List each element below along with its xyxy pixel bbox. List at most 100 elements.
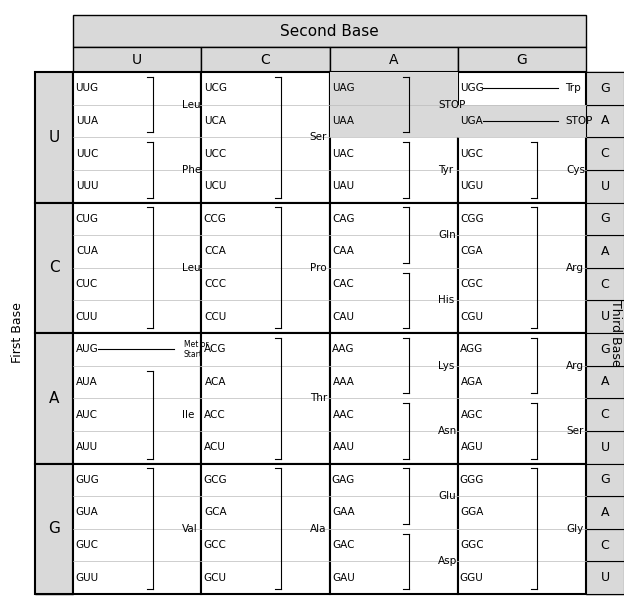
Text: GCG: GCG [203, 475, 227, 485]
Text: Glu: Glu [438, 491, 456, 501]
Text: UCG: UCG [204, 83, 227, 93]
Text: STOP: STOP [438, 99, 466, 110]
Text: GAA: GAA [332, 507, 355, 518]
Text: UUU: UUU [76, 181, 98, 191]
Text: C: C [601, 408, 610, 421]
Text: AUU: AUU [76, 442, 98, 452]
Text: GUC: GUC [76, 540, 99, 550]
Text: AGU: AGU [461, 442, 483, 452]
Text: U: U [600, 441, 610, 453]
Bar [35, 464, 73, 594]
Text: UCA: UCA [204, 116, 227, 126]
Text: G: G [600, 343, 610, 356]
Text: UAG: UAG [332, 83, 355, 93]
Text: GUG: GUG [75, 475, 99, 485]
Bar [73, 47, 202, 72]
Text: Gly: Gly [567, 524, 583, 534]
Text: AGG: AGG [460, 344, 484, 355]
Bar [35, 72, 73, 594]
Text: Leu: Leu [182, 263, 200, 273]
Bar [202, 202, 329, 333]
Bar [73, 72, 202, 202]
Text: GAG: GAG [332, 475, 355, 485]
Text: UAU: UAU [333, 181, 354, 191]
Text: Tyr: Tyr [438, 165, 453, 175]
Text: ACA: ACA [205, 377, 226, 387]
Bar [329, 105, 458, 137]
Bar [586, 496, 624, 529]
Text: Arg: Arg [567, 361, 584, 371]
Bar [329, 202, 458, 333]
Text: Trp: Trp [565, 83, 581, 93]
Bar [202, 464, 329, 594]
Text: C: C [49, 260, 59, 276]
Text: Ser: Ser [310, 132, 327, 142]
Text: GGU: GGU [460, 573, 484, 583]
Text: CUA: CUA [76, 246, 98, 256]
Text: CGG: CGG [460, 214, 484, 224]
Text: GGG: GGG [459, 475, 484, 485]
Bar [73, 333, 202, 464]
Text: UGU: UGU [460, 181, 484, 191]
Text: CAC: CAC [333, 279, 354, 289]
Text: Cys: Cys [567, 165, 585, 175]
Text: UGC: UGC [461, 149, 483, 159]
Text: CCU: CCU [204, 311, 227, 322]
Text: CAA: CAA [333, 246, 354, 256]
Bar [202, 47, 329, 72]
Text: GUA: GUA [76, 507, 99, 518]
Text: Second Base: Second Base [280, 23, 379, 38]
Text: G: G [600, 473, 610, 486]
Bar [329, 464, 458, 594]
Text: CCG: CCG [204, 214, 227, 224]
Text: AAU: AAU [333, 442, 354, 452]
Text: G: G [48, 521, 60, 536]
Bar [73, 202, 202, 333]
Text: AAA: AAA [333, 377, 354, 387]
Text: A: A [389, 53, 398, 66]
Text: G: G [600, 82, 610, 95]
Text: U: U [600, 180, 610, 193]
Bar [586, 398, 624, 431]
Text: STOP: STOP [565, 116, 593, 126]
Bar [586, 431, 624, 464]
Text: A: A [601, 245, 609, 258]
Text: A: A [601, 114, 609, 128]
Text: GCU: GCU [204, 573, 227, 583]
Text: UCU: UCU [204, 181, 227, 191]
Text: GAC: GAC [332, 540, 355, 550]
Bar [202, 333, 329, 464]
Text: UAA: UAA [333, 116, 354, 126]
Text: CCA: CCA [204, 246, 226, 256]
Text: C: C [601, 539, 610, 552]
Text: Phe: Phe [182, 165, 201, 175]
Text: Pro: Pro [310, 263, 326, 273]
Text: GUU: GUU [76, 573, 99, 583]
Text: Gln: Gln [438, 230, 456, 240]
Text: ACU: ACU [204, 442, 226, 452]
Bar [586, 235, 624, 268]
Bar [586, 333, 624, 365]
Bar [586, 300, 624, 333]
Text: CAG: CAG [332, 214, 355, 224]
Bar [586, 464, 624, 496]
Bar [73, 464, 202, 594]
Text: UUG: UUG [76, 83, 99, 93]
Bar [458, 333, 586, 464]
Bar [586, 72, 624, 594]
Text: UUC: UUC [76, 149, 98, 159]
Text: GCC: GCC [204, 540, 227, 550]
Text: AUA: AUA [76, 377, 98, 387]
Bar [586, 529, 624, 561]
Bar [458, 47, 586, 72]
Text: First Base: First Base [11, 302, 24, 364]
Text: Ser: Ser [567, 426, 583, 436]
Text: G: G [517, 53, 527, 66]
Text: CGU: CGU [461, 311, 483, 322]
Bar [458, 105, 586, 137]
Text: C: C [260, 53, 270, 66]
Text: Lys: Lys [438, 361, 454, 371]
Text: His: His [438, 295, 454, 305]
Text: Arg: Arg [567, 263, 584, 273]
Bar [586, 105, 624, 137]
